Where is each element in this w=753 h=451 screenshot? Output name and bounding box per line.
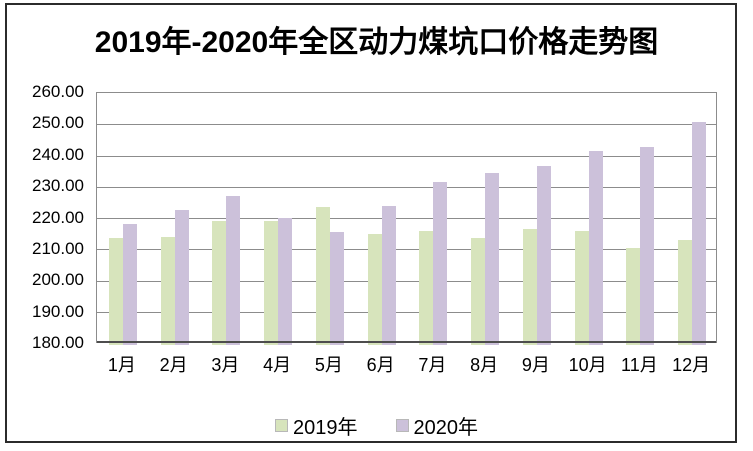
gridline bbox=[97, 218, 716, 219]
bar-2019年-10月 bbox=[574, 230, 589, 345]
legend: 2019年 2020年 bbox=[0, 411, 753, 440]
bar-2020年-12月 bbox=[692, 122, 707, 345]
x-tick-label: 2月 bbox=[159, 355, 188, 375]
bar-2019年-2月 bbox=[160, 236, 175, 345]
y-tick-label: 190.00 bbox=[32, 301, 84, 321]
bar-2020年-3月 bbox=[226, 196, 241, 345]
chart-title: 2019年-2020年全区动力煤坑口价格走势图 bbox=[94, 26, 659, 59]
gridline bbox=[97, 155, 716, 157]
gridline bbox=[97, 311, 716, 313]
y-axis: 260.00 250.00 240.00 230.00 220.00 210.00 200.… bbox=[0, 82, 84, 352]
bar-2019年-4月 bbox=[264, 221, 279, 345]
bar-2020年-8月 bbox=[485, 172, 500, 345]
legend-swatch-2020 bbox=[395, 419, 409, 432]
y-tick-label: 260.00 bbox=[32, 82, 84, 101]
bar-2020年-7月 bbox=[433, 182, 448, 345]
bar-2019年-3月 bbox=[212, 221, 227, 345]
bar-2020年-6月 bbox=[381, 205, 396, 345]
x-tick-label: 4月 bbox=[263, 355, 292, 375]
y-tick-label: 220.00 bbox=[32, 207, 84, 227]
x-axis: 1月 2月 3月 4月 5月 6月 7月 8月 9月 10月 11月 12月 bbox=[96, 351, 717, 381]
bar-2020年-10月 bbox=[588, 150, 603, 345]
bar-2019年-1月 bbox=[108, 238, 123, 345]
bar-2019年-9月 bbox=[522, 229, 537, 345]
x-tick-label: 7月 bbox=[418, 355, 447, 375]
gridline bbox=[97, 249, 716, 251]
bar-2020年-9月 bbox=[536, 166, 551, 345]
x-tick-label: 8月 bbox=[470, 355, 499, 375]
x-tick-label: 11月 bbox=[621, 355, 658, 375]
x-tick-label: 1月 bbox=[107, 355, 136, 375]
legend-label-2019: 2019年 bbox=[293, 417, 358, 439]
x-tick-label: 12月 bbox=[672, 355, 711, 375]
y-tick-label: 250.00 bbox=[32, 113, 84, 133]
x-tick-label: 9月 bbox=[521, 355, 550, 375]
gridline bbox=[97, 280, 716, 282]
bar-2019年-5月 bbox=[315, 207, 330, 345]
x-tick-label: 10月 bbox=[568, 355, 607, 375]
x-axis-line bbox=[97, 341, 716, 343]
legend-label-2020: 2020年 bbox=[413, 417, 479, 439]
gridline bbox=[97, 124, 716, 126]
x-tick-label: 6月 bbox=[366, 355, 395, 375]
y-tick-label: 240.00 bbox=[32, 144, 84, 164]
bar-2019年-11月 bbox=[626, 247, 641, 345]
bar-2020年-5月 bbox=[329, 232, 344, 345]
y-tick-label: 180.00 bbox=[32, 333, 84, 352]
bar-2020年-4月 bbox=[278, 218, 293, 345]
y-tick-label: 200.00 bbox=[32, 270, 84, 290]
bar-2019年-7月 bbox=[419, 230, 434, 345]
bar-2019年-12月 bbox=[678, 240, 693, 345]
plot-area bbox=[96, 92, 717, 345]
bar-2020年-1月 bbox=[122, 224, 137, 345]
bar-2020年-2月 bbox=[174, 210, 189, 345]
y-tick-label: 230.00 bbox=[32, 176, 84, 196]
bar-2019年-6月 bbox=[367, 233, 382, 345]
legend-item-2020: 2020年 bbox=[395, 411, 479, 440]
bar-2019年-8月 bbox=[471, 238, 486, 345]
y-tick-label: 210.00 bbox=[32, 238, 84, 258]
gridline bbox=[97, 186, 716, 188]
bar-2020年-11月 bbox=[640, 147, 655, 345]
x-tick-label: 3月 bbox=[211, 355, 240, 375]
legend-item-2019: 2019年 bbox=[275, 411, 358, 440]
x-tick-label: 5月 bbox=[314, 355, 343, 375]
legend-swatch-2019 bbox=[275, 419, 288, 432]
